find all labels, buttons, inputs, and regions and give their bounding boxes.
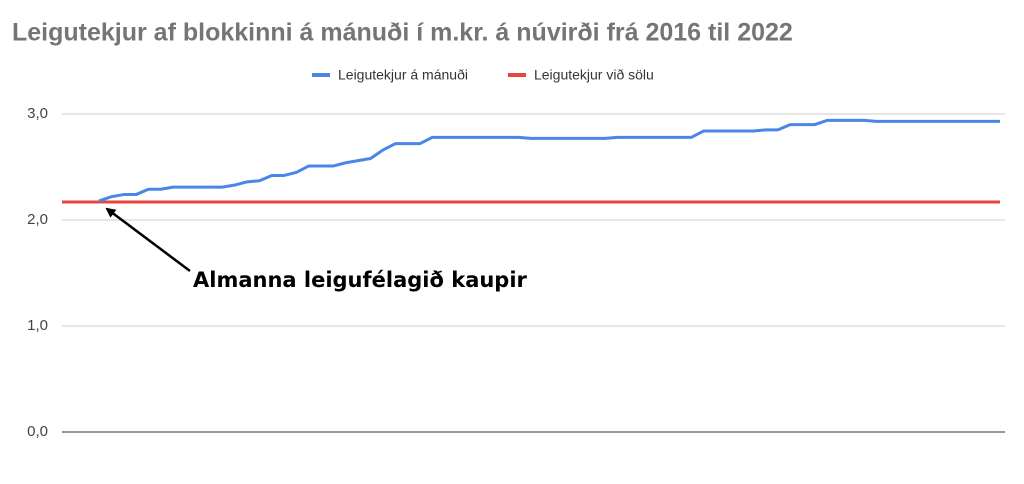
annotation-arrow — [105, 207, 191, 273]
legend-label: Leigutekjur á mánuði — [338, 67, 468, 83]
y-tick-label: 1,0 — [27, 317, 48, 334]
chart-title: Leigutekjur af blokkinni á mánuði í m.kr… — [12, 19, 793, 47]
y-tick-label: 2,0 — [27, 211, 48, 228]
series-line — [98, 118, 1000, 203]
y-tick-label: 3,0 — [27, 105, 48, 122]
y-tick-label: 0,0 — [27, 423, 48, 440]
annotation-text: Almanna leigufélagið kaupir — [193, 268, 528, 292]
legend-label: Leigutekjur við sölu — [534, 67, 654, 83]
